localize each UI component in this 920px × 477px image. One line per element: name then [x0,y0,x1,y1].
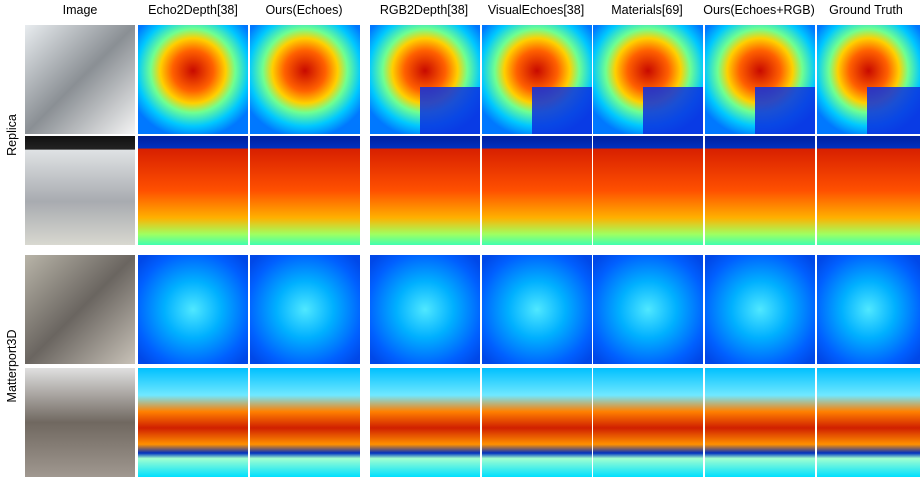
depth-map [138,136,248,245]
depth-map [705,255,815,364]
depth-map [370,255,480,364]
depth-map [705,136,815,245]
row-label: Matterport3D [5,330,19,403]
row-label: Replica [5,114,19,156]
depth-region [755,87,815,134]
input-image [25,25,135,134]
depth-map [250,136,360,245]
depth-map [138,255,248,364]
depth-map [817,368,920,477]
depth-map [482,368,592,477]
depth-map [250,255,360,364]
column-header: Ours(Echoes+RGB) [703,3,815,17]
depth-map [817,136,920,245]
column-header: Ours(Echoes) [265,3,342,17]
depth-region [643,87,703,134]
column-header: Echo2Depth[38] [148,3,238,17]
figure: Image Echo2Depth[38] Ours(Echoes) RGB2De… [0,0,920,477]
input-image [25,255,135,364]
depth-map [250,368,360,477]
column-header: Image [63,3,98,17]
depth-map [593,136,703,245]
depth-map [593,255,703,364]
input-image [25,136,135,245]
depth-region [867,87,920,134]
depth-map [482,255,592,364]
depth-map [370,368,480,477]
depth-map [138,25,248,134]
depth-region [532,87,592,134]
depth-map [138,368,248,477]
depth-map [817,255,920,364]
input-image [25,368,135,477]
depth-map [482,136,592,245]
column-header: VisualEchoes[38] [488,3,584,17]
depth-map [593,368,703,477]
depth-region [420,87,480,134]
depth-map [705,368,815,477]
depth-map [370,136,480,245]
column-header: RGB2Depth[38] [380,3,468,17]
column-header: Materials[69] [611,3,683,17]
column-header: Ground Truth [829,3,903,17]
depth-map [250,25,360,134]
